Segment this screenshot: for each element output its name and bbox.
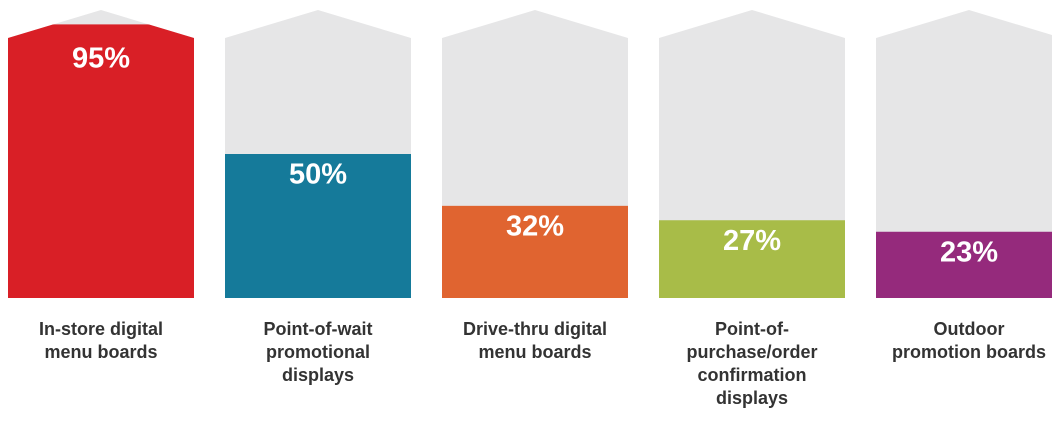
bar [659,220,845,298]
bar [442,205,628,298]
category-label: In-store digital menu boards [38,319,163,362]
bar [876,231,1052,298]
value-label: 27% [723,225,781,257]
value-label: 23% [940,236,998,268]
value-label: 50% [289,159,347,191]
value-label: 95% [72,43,130,75]
bar [8,24,194,298]
category-label: Drive-thru digital menu boards [462,319,607,362]
value-label: 32% [506,210,564,242]
category-label: Outdoor promotion boards [892,319,1046,362]
house-background [876,10,1052,298]
category-label: Point-of-purchase/order confirmation dis… [686,319,818,408]
bar [225,154,411,298]
category-label: Point-of-wait promotional displays [263,319,373,385]
